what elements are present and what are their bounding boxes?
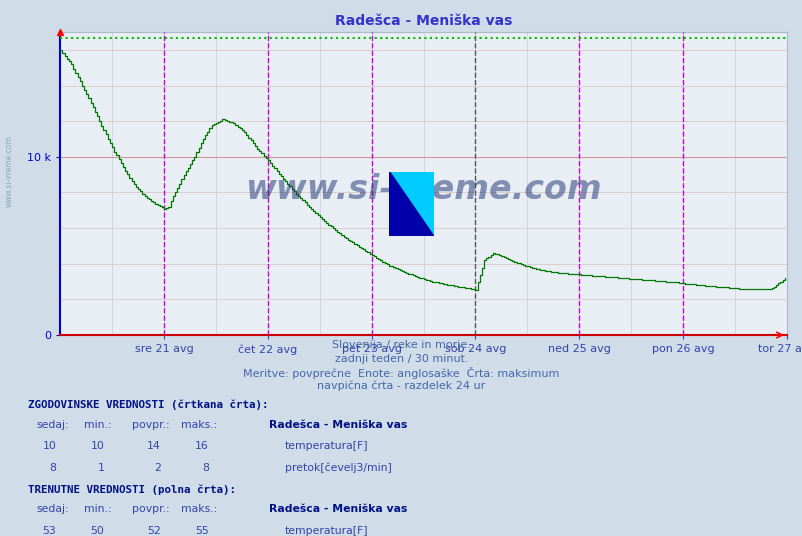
Text: sedaj:: sedaj: xyxy=(36,504,69,515)
Text: 14: 14 xyxy=(147,441,160,451)
Text: TRENUTNE VREDNOSTI (polna črta):: TRENUTNE VREDNOSTI (polna črta): xyxy=(28,484,236,495)
Text: maks.:: maks.: xyxy=(180,420,217,430)
Text: maks.:: maks.: xyxy=(180,504,217,515)
Text: 10: 10 xyxy=(91,441,104,451)
Text: temperatura[F]: temperatura[F] xyxy=(285,441,368,451)
Text: Meritve: povprečne  Enote: anglosaške  Črta: maksimum: Meritve: povprečne Enote: anglosaške Črt… xyxy=(243,367,559,379)
Text: Radešca - Meniška vas: Radešca - Meniška vas xyxy=(269,504,407,515)
Polygon shape xyxy=(389,172,433,236)
Text: 1: 1 xyxy=(97,463,104,473)
Text: navpična črta - razdelek 24 ur: navpična črta - razdelek 24 ur xyxy=(317,381,485,391)
Polygon shape xyxy=(389,172,433,236)
Text: povpr.:: povpr.: xyxy=(132,504,170,515)
Title: Radešca - Meniška vas: Radešca - Meniška vas xyxy=(334,14,512,28)
Text: pretok[čevelj3/min]: pretok[čevelj3/min] xyxy=(285,463,391,473)
Text: ZGODOVINSKE VREDNOSTI (črtkana črta):: ZGODOVINSKE VREDNOSTI (črtkana črta): xyxy=(28,399,269,410)
Text: Slovenija / reke in morje.: Slovenija / reke in morje. xyxy=(332,340,470,351)
Text: www.si-vreme.com: www.si-vreme.com xyxy=(245,173,602,206)
Text: 10: 10 xyxy=(43,441,56,451)
Text: 55: 55 xyxy=(195,526,209,536)
Text: 16: 16 xyxy=(195,441,209,451)
Text: 50: 50 xyxy=(91,526,104,536)
Text: zadnji teden / 30 minut.: zadnji teden / 30 minut. xyxy=(334,354,468,364)
Text: min.:: min.: xyxy=(84,504,111,515)
Text: Radešca - Meniška vas: Radešca - Meniška vas xyxy=(269,420,407,430)
Text: 53: 53 xyxy=(43,526,56,536)
Text: min.:: min.: xyxy=(84,420,111,430)
Text: 8: 8 xyxy=(49,463,56,473)
Text: 2: 2 xyxy=(153,463,160,473)
Text: www.si-vreme.com: www.si-vreme.com xyxy=(5,136,14,207)
Text: temperatura[F]: temperatura[F] xyxy=(285,526,368,536)
Text: 52: 52 xyxy=(147,526,160,536)
Text: sedaj:: sedaj: xyxy=(36,420,69,430)
Text: povpr.:: povpr.: xyxy=(132,420,170,430)
Text: 8: 8 xyxy=(201,463,209,473)
